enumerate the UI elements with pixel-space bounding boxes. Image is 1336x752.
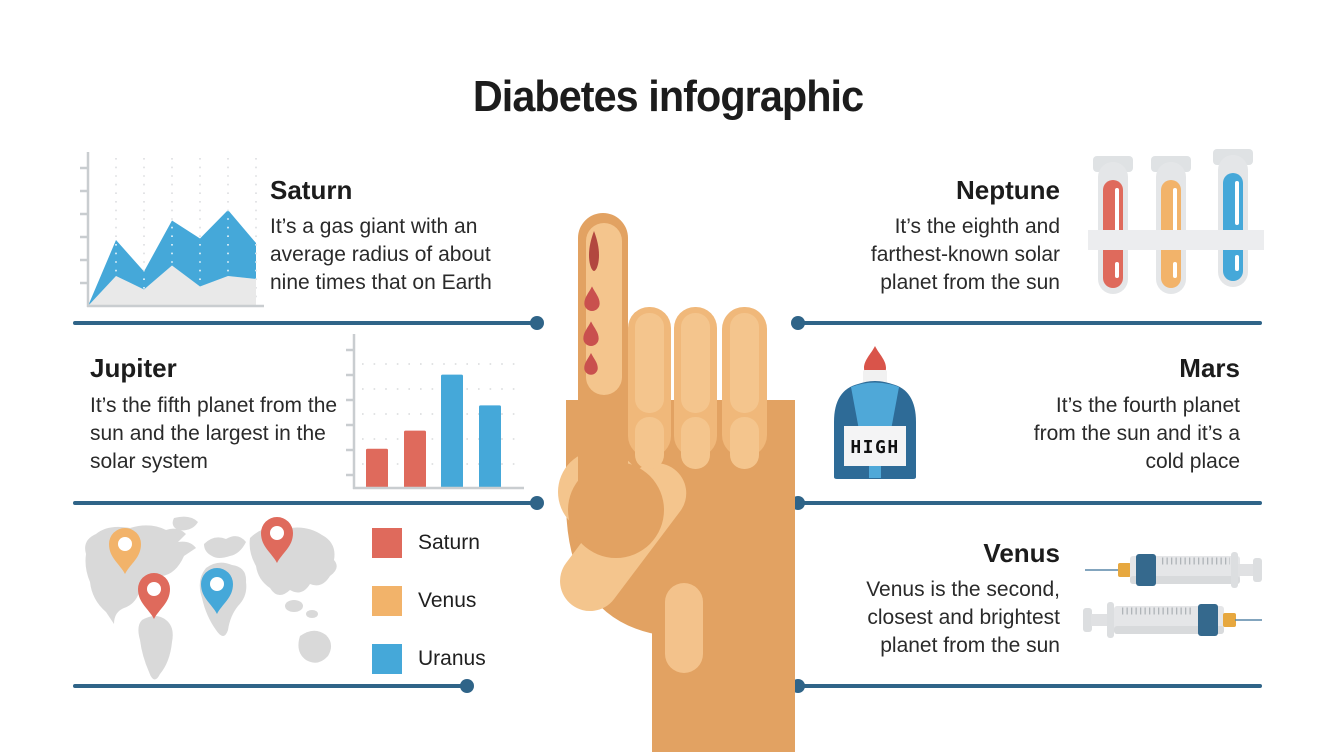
legend-label: Venus: [418, 589, 477, 612]
finger-cut: [589, 231, 599, 271]
legend-item: Saturn: [372, 528, 480, 558]
meter-reading: HIGH: [850, 437, 899, 458]
section-body-mars: It’s the fourth planet from the sun and …: [1033, 394, 1240, 473]
page-title: Diabetes infographic: [472, 72, 864, 121]
map-pin: [109, 528, 141, 574]
section-heading-saturn: Saturn: [270, 175, 353, 205]
legend-swatch-saturn: [372, 528, 402, 558]
map-pin: [201, 568, 233, 614]
tube-rack: [1088, 230, 1264, 250]
separator-line: [73, 316, 544, 330]
bars: [366, 374, 501, 488]
area-series-lower: [88, 265, 256, 306]
separator-line: [73, 496, 544, 510]
syringes-icon: [1083, 552, 1262, 638]
legend-swatch-uranus: [372, 644, 402, 674]
syringe-right: [1083, 602, 1262, 638]
syringe-left: [1085, 552, 1262, 588]
blood-drops: [583, 231, 600, 375]
section-body-saturn: It’s a gas giant with an average radius …: [270, 215, 492, 294]
section-body-venus: Venus is the second, closest and brighte…: [866, 578, 1060, 657]
section-body-neptune: It’s the eighth and farthest-known solar…: [870, 215, 1060, 294]
bar: [366, 448, 388, 488]
separator-line: [73, 679, 474, 693]
map-pin: [138, 573, 170, 619]
separator-line: [791, 679, 1262, 693]
wrist-highlight: [665, 583, 703, 673]
section-heading-neptune: Neptune: [956, 175, 1060, 205]
separator-line: [791, 496, 1262, 510]
area-chart: [80, 152, 264, 308]
legend-label: Uranus: [418, 647, 486, 670]
legend-item: Venus: [372, 586, 476, 616]
bar: [441, 374, 463, 488]
legend-swatch-venus: [372, 586, 402, 616]
bar: [479, 405, 501, 488]
folded-fingers: [628, 307, 767, 469]
hand-illustration: [558, 213, 795, 752]
section-heading-venus: Venus: [983, 538, 1060, 568]
section-body-jupiter: It’s the fifth planet from the sun and t…: [90, 394, 338, 473]
meter-display: [844, 426, 906, 466]
bar: [404, 430, 426, 488]
section-heading-mars: Mars: [1179, 353, 1240, 383]
glucose-meter-icon: HIGH: [834, 346, 916, 479]
legend-label: Saturn: [418, 531, 480, 554]
world-map: [85, 516, 337, 680]
area-series-upper: [88, 210, 256, 306]
map-pin: [261, 517, 293, 563]
bar-chart: [346, 334, 524, 490]
section-heading-jupiter: Jupiter: [90, 353, 177, 383]
legend-item: Uranus: [372, 644, 486, 674]
test-tubes-icon: [1088, 149, 1264, 294]
separator-line: [791, 316, 1262, 330]
